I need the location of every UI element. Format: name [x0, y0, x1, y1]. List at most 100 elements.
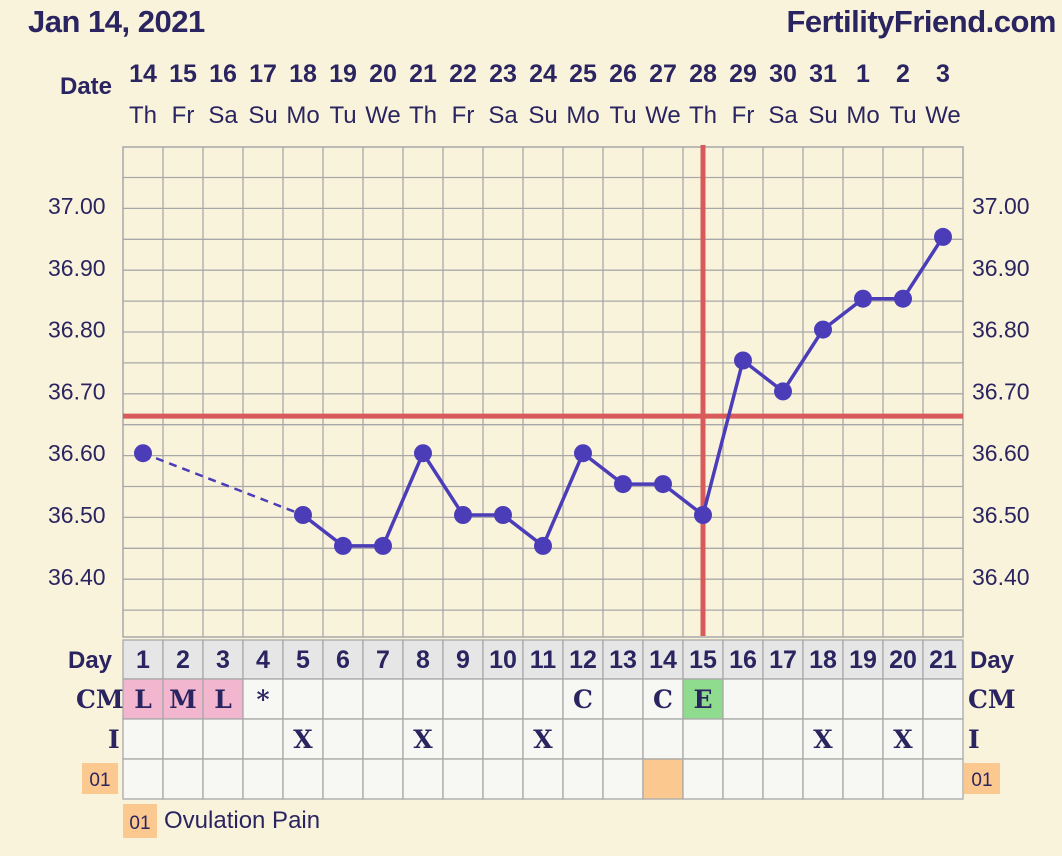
table-cell-i	[442, 718, 484, 760]
series-line-segment	[541, 452, 585, 547]
series-line-segment	[381, 452, 425, 547]
date-row-label: Date	[60, 73, 112, 100]
cycle-day-number: 21	[929, 646, 957, 674]
table-cell-day	[242, 639, 284, 680]
table-cell-cm	[642, 678, 684, 720]
table-cell-custom	[402, 758, 444, 800]
temperature-point[interactable]	[574, 444, 592, 463]
date-label: 31	[809, 60, 837, 88]
weekday-label: We	[925, 102, 961, 129]
temperature-point[interactable]	[894, 289, 912, 308]
cycle-day-number: 8	[416, 646, 430, 674]
table-cell-custom	[922, 758, 964, 800]
cm-value: L	[214, 685, 232, 714]
temperature-point[interactable]	[534, 536, 552, 555]
intercourse-mark: X	[413, 725, 433, 754]
temperature-point[interactable]	[694, 506, 712, 524]
day-row-label-left: Day	[68, 647, 113, 674]
cm-value: E	[693, 685, 712, 714]
table-cell-custom	[722, 758, 764, 800]
temperature-point[interactable]	[654, 475, 672, 494]
y-tick-label-left: 36.80	[48, 317, 106, 343]
temperature-point[interactable]	[414, 444, 432, 463]
table-cell-cm	[882, 678, 924, 720]
y-tick-label-left: 36.40	[48, 564, 106, 590]
table-cell-cm	[602, 678, 644, 720]
table-cell-cm	[402, 678, 444, 720]
table-cell-cm	[842, 678, 884, 720]
coverline-group	[123, 145, 963, 636]
weekday-label: Su	[528, 102, 557, 129]
weekday-label: Tu	[609, 102, 636, 129]
weekday-label: Su	[808, 102, 837, 129]
table-cell-cm	[442, 678, 484, 720]
table-cell-custom	[802, 758, 844, 800]
table-cell-custom	[362, 758, 404, 800]
date-label: 26	[609, 60, 637, 88]
y-tick-label-right: 36.70	[972, 378, 1030, 404]
table-cell-cm	[122, 678, 164, 720]
date-label: 27	[649, 60, 677, 88]
table-cell-custom	[162, 758, 204, 800]
y-tick-label-left: 36.60	[48, 440, 106, 466]
table-cell-i	[362, 718, 404, 760]
cycle-day-number: 12	[569, 646, 597, 674]
y-tick-label-right: 37.00	[972, 193, 1030, 219]
table-cell-custom	[762, 758, 804, 800]
temperature-point[interactable]	[614, 475, 632, 494]
cycle-day-number: 5	[296, 646, 310, 674]
brand-logo-text[interactable]: FertilityFriend.com	[786, 4, 1056, 39]
date-label: 28	[689, 60, 717, 88]
temperature-point[interactable]	[454, 506, 472, 524]
date-label: 17	[249, 60, 277, 88]
cycle-day-number: 11	[530, 646, 557, 674]
table-cell-day	[682, 639, 724, 680]
custom-code-label-right: 01	[971, 770, 992, 791]
date-label: 25	[569, 60, 597, 88]
cycle-day-number: 20	[889, 646, 917, 674]
table-cell-i	[682, 718, 724, 760]
cm-value: M	[169, 685, 197, 714]
date-label: 22	[449, 60, 477, 88]
temperature-point[interactable]	[934, 227, 952, 246]
cycle-day-number: 10	[489, 646, 517, 674]
temperature-point[interactable]	[134, 444, 152, 463]
table-cell-cm	[802, 678, 844, 720]
table-cell-custom	[562, 758, 604, 800]
temperature-point[interactable]	[774, 382, 792, 401]
table-cell-cm	[922, 678, 964, 720]
table-cell-i	[482, 718, 524, 760]
table-cell-i	[522, 718, 564, 760]
temperature-series	[134, 227, 952, 555]
table-cell-i	[722, 718, 764, 760]
date-label: 21	[409, 60, 437, 88]
chart-date-title: Jan 14, 2021	[28, 4, 205, 39]
temperature-point[interactable]	[734, 351, 752, 370]
date-label: 20	[369, 60, 397, 88]
cm-row-label-left: CM	[76, 685, 124, 714]
y-tick-label-right: 36.50	[972, 502, 1030, 528]
weekday-label: Th	[689, 102, 717, 129]
date-label: 16	[209, 60, 237, 88]
cycle-day-number: 19	[849, 646, 877, 674]
table-cell-cm	[282, 678, 324, 720]
weekday-label: Fr	[172, 102, 195, 129]
table-cell-custom	[642, 758, 684, 800]
date-label: 23	[489, 60, 517, 88]
cycle-day-number: 13	[609, 646, 637, 674]
table-cell-i	[762, 718, 804, 760]
temperature-point[interactable]	[374, 536, 392, 555]
temperature-point[interactable]	[854, 289, 872, 308]
table-cell-i	[642, 718, 684, 760]
table-cell-i	[922, 718, 964, 760]
weekday-label: We	[645, 102, 681, 129]
table-cell-day	[122, 639, 164, 680]
table-cell-i	[162, 718, 204, 760]
table-cell-custom	[282, 758, 324, 800]
temperature-point[interactable]	[494, 506, 512, 524]
temperature-point[interactable]	[334, 536, 352, 555]
temperature-point[interactable]	[814, 320, 832, 339]
table-cell-day	[282, 639, 324, 680]
weekday-label: Sa	[768, 102, 798, 129]
temperature-point[interactable]	[294, 506, 312, 524]
